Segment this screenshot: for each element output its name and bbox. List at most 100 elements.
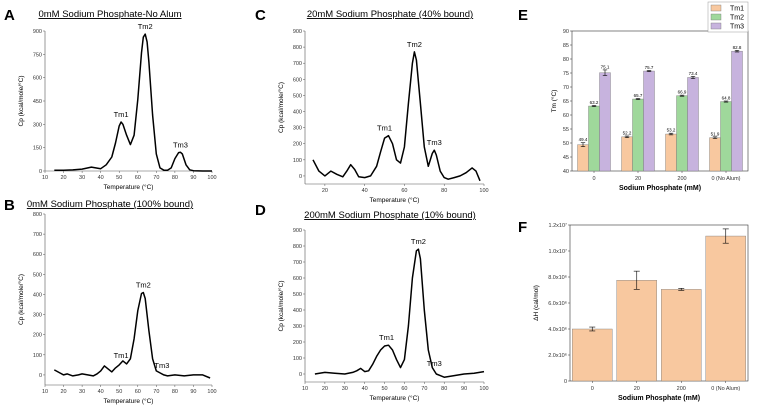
x-tick-label: 70 bbox=[421, 386, 427, 392]
peak-label-tm3: Tm3 bbox=[154, 361, 169, 370]
y-tick-label: 80 bbox=[563, 57, 569, 63]
chart-a: 10 20 30 40 50 60 70 80 90 100 0 150 300 450 600 750 900… bbox=[17, 9, 217, 191]
y-tick-label: 900 bbox=[293, 29, 302, 35]
x-tick-label: 10 bbox=[302, 386, 308, 392]
y-tick-label: 400 bbox=[293, 110, 302, 116]
x-tick-label: 60 bbox=[135, 389, 141, 395]
thermogram-line bbox=[312, 51, 481, 182]
x-tick-label: 10 bbox=[42, 175, 48, 181]
x-tick-label: 70 bbox=[153, 175, 159, 181]
chart-b: 10 20 30 40 50 60 70 80 90 100 0 100 200 300 400 500 600… bbox=[17, 199, 217, 405]
peak-label-tm3: Tm3 bbox=[427, 359, 442, 368]
y-tick-label: 400 bbox=[33, 292, 42, 298]
y-tick-label: 750 bbox=[33, 52, 42, 58]
y-tick-label: 600 bbox=[33, 76, 42, 82]
y-tick-label: 400 bbox=[293, 308, 302, 314]
x-axis-label: Sodium Phosphate (mM) bbox=[619, 185, 701, 192]
panel-label-d: D bbox=[255, 202, 266, 219]
x-tick-label: 20 bbox=[60, 389, 66, 395]
y-tick-label: 100 bbox=[33, 353, 42, 359]
y-axis-label: Cp (kcal/mole/°C) bbox=[277, 82, 285, 133]
bar-tm1 bbox=[709, 137, 721, 172]
x-tick-label: 40 bbox=[362, 188, 368, 194]
legend-label-tm3: Tm3 bbox=[730, 24, 744, 31]
x-tick-label: 0 bbox=[592, 176, 595, 182]
y-tick-label: 1.2x10⁷ bbox=[548, 222, 567, 229]
peak-label-tm1: Tm1 bbox=[377, 124, 392, 133]
y-tick-label: 1.0x10⁷ bbox=[548, 248, 567, 255]
y-tick-label: 65 bbox=[563, 99, 569, 105]
bar-value-label: 53.2 bbox=[667, 128, 676, 133]
y-tick-label: 500 bbox=[293, 93, 302, 99]
y-tick-label: 40 bbox=[563, 169, 569, 175]
y-tick-label: 0 bbox=[299, 174, 302, 180]
peak-label-tm1: Tm1 bbox=[379, 333, 394, 342]
y-tick-label: 100 bbox=[293, 356, 302, 362]
bar-tm1 bbox=[577, 144, 589, 172]
x-tick-label: 40 bbox=[98, 175, 104, 181]
y-tick-label: 800 bbox=[293, 45, 302, 51]
panel-label-a: A bbox=[4, 7, 15, 24]
x-tick-label: 50 bbox=[381, 386, 387, 392]
x-tick-label: 50 bbox=[116, 175, 122, 181]
bar-value-label: 66.9 bbox=[678, 90, 687, 95]
x-tick-label: 40 bbox=[98, 389, 104, 395]
bar-value-label: 52.2 bbox=[623, 131, 632, 136]
y-tick-label: 100 bbox=[293, 158, 302, 164]
y-tick-label: 900 bbox=[293, 228, 302, 234]
x-tick-label: 50 bbox=[116, 389, 122, 395]
bar-tm2 bbox=[632, 98, 644, 172]
y-tick-label: 300 bbox=[293, 126, 302, 132]
peak-label-tm2: Tm2 bbox=[411, 237, 426, 246]
bar-tm1 bbox=[621, 136, 633, 172]
x-tick-label: 70 bbox=[153, 389, 159, 395]
bar-value-label: 51.9 bbox=[711, 131, 720, 136]
y-tick-label: 500 bbox=[293, 292, 302, 298]
x-tick-label: 60 bbox=[401, 188, 407, 194]
x-axis-label: Sodium Phosphate (mM) bbox=[618, 395, 700, 402]
y-tick-label: 60 bbox=[563, 113, 569, 119]
y-tick-label: 600 bbox=[293, 276, 302, 282]
bar-delta-h bbox=[705, 235, 746, 382]
x-tick-label: 80 bbox=[172, 389, 178, 395]
x-tick-label: 80 bbox=[441, 188, 447, 194]
bar-tm2 bbox=[588, 105, 600, 172]
y-tick-label: 0 bbox=[564, 379, 567, 385]
bar-tm3 bbox=[731, 50, 743, 172]
y-tick-label: 75 bbox=[563, 71, 569, 77]
bar-value-label: 63.2 bbox=[590, 100, 599, 105]
y-tick-label: 300 bbox=[293, 324, 302, 330]
thermogram-line bbox=[54, 33, 212, 172]
chart-f: 0 2.0x10⁶ 4.0x10⁶ 6.0x10⁶ 8.0x10⁶ 1.0x10⁷ 1.2x… bbox=[533, 222, 749, 402]
bar-delta-h bbox=[661, 289, 702, 382]
x-tick-label: 80 bbox=[441, 386, 447, 392]
legend-swatch-tm2 bbox=[710, 13, 722, 21]
legend-swatch-tm1 bbox=[710, 4, 722, 12]
bar-delta-h bbox=[572, 328, 613, 382]
bar-tm1 bbox=[665, 133, 677, 172]
x-tick-label: 90 bbox=[190, 175, 196, 181]
bar-tm2 bbox=[676, 95, 688, 172]
chart-d: 10 20 30 40 50 60 70 80 90 100 0 100 200 300 400 500 600… bbox=[277, 210, 489, 402]
y-axis-label: ΔH (cal/mol) bbox=[533, 285, 540, 321]
bar-tm3 bbox=[687, 77, 699, 172]
y-tick-label: 150 bbox=[33, 146, 42, 152]
y-tick-label: 2.0x10⁶ bbox=[548, 352, 567, 359]
x-tick-label: 60 bbox=[135, 175, 141, 181]
x-tick-label: 20 bbox=[322, 386, 328, 392]
y-tick-label: 55 bbox=[563, 127, 569, 133]
peak-label-tm3: Tm3 bbox=[173, 140, 188, 149]
y-tick-label: 300 bbox=[33, 122, 42, 128]
x-tick-label: 100 bbox=[207, 175, 216, 181]
peak-label-tm2: Tm2 bbox=[136, 280, 151, 289]
y-axis-label: Cp (kcal/mole/°C) bbox=[277, 281, 285, 332]
y-tick-label: 800 bbox=[33, 212, 42, 218]
y-tick-label: 700 bbox=[293, 260, 302, 266]
y-tick-label: 4.0x10⁶ bbox=[548, 326, 567, 333]
y-tick-label: 800 bbox=[293, 244, 302, 250]
y-tick-label: 0 bbox=[39, 169, 42, 175]
y-tick-label: 300 bbox=[33, 313, 42, 319]
y-tick-label: 200 bbox=[293, 142, 302, 148]
legend-swatch-tm3 bbox=[710, 22, 722, 30]
y-tick-label: 70 bbox=[563, 85, 569, 91]
